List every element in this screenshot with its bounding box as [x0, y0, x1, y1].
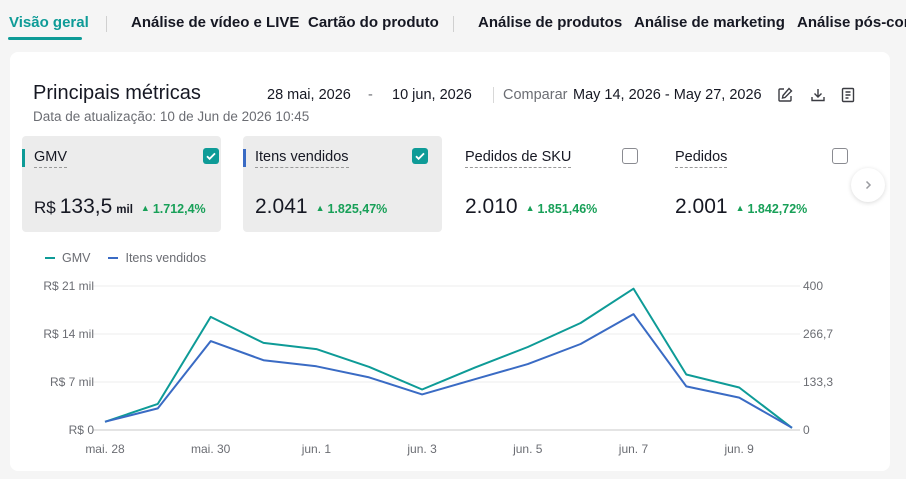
metric-tile-items-sold[interactable]: Itens vendidos 2.041 ▲ 1.825,47%: [243, 136, 442, 232]
x-tick-label: mai. 30: [191, 442, 231, 456]
series-line-gmv: [104, 287, 793, 429]
x-tick-label: jun. 3: [406, 442, 437, 456]
chart-legend: GMV Itens vendidos: [45, 251, 206, 265]
series-line-items-sold: [104, 313, 793, 429]
legend-label: Itens vendidos: [125, 251, 207, 265]
legend-label: GMV: [62, 251, 91, 265]
compare-date-range[interactable]: May 14, 2026 - May 27, 2026: [573, 87, 762, 103]
chevron-right-icon: [865, 180, 872, 190]
date-separator: -: [368, 87, 373, 103]
series-color-bar: [243, 149, 246, 167]
metric-value: R$ 133,5 mil ▲ 1.712,4%: [34, 195, 206, 218]
metric-tile-gmv[interactable]: GMV R$ 133,5 mil ▲ 1.712,4%: [22, 136, 221, 232]
x-tick-label: jun. 1: [301, 442, 332, 456]
y-right-tick-label: 400: [803, 279, 823, 293]
x-tick-label: jun. 7: [618, 442, 649, 456]
tab-post-analysis[interactable]: Análise pós-com: [797, 14, 906, 31]
divider: [493, 87, 494, 103]
metric-value: 2.010 ▲ 1.851,46%: [465, 195, 598, 218]
y-right-tick-label: 266,7: [803, 327, 833, 341]
metric-value: 2.041 ▲ 1.825,47%: [255, 195, 388, 218]
report-icon[interactable]: [839, 86, 857, 104]
metric-checkbox[interactable]: [412, 148, 428, 164]
page-title: Principais métricas: [33, 82, 201, 104]
metric-name: Itens vendidos: [255, 149, 349, 168]
edit-icon[interactable]: [776, 86, 794, 104]
metric-name: Pedidos de SKU: [465, 149, 572, 168]
metric-name: Pedidos: [675, 149, 728, 168]
tab-divider: [453, 16, 454, 32]
tab-marketing-analysis[interactable]: Análise de marketing: [634, 14, 785, 31]
metric-tile-sku-orders[interactable]: Pedidos de SKU 2.010 ▲ 1.851,46%: [465, 136, 664, 232]
line-chart: R$ 0 0 R$ 7 mil 133,3 R$ 14 mil 266,7 R$ 21 mi…: [43, 279, 833, 456]
y-right-tick-label: 0: [803, 423, 810, 437]
legend-swatch: [45, 257, 55, 259]
date-start[interactable]: 28 mai, 2026: [267, 87, 351, 103]
tab-product-card[interactable]: Cartão do produto: [308, 14, 439, 31]
download-icon[interactable]: [809, 86, 827, 104]
y-left-tick-label: R$ 14 mil: [43, 327, 94, 341]
x-tick-label: mai. 28: [85, 442, 125, 456]
metric-checkbox[interactable]: [622, 148, 638, 164]
tab-divider: [106, 16, 107, 32]
top-tabs: Visão geral Análise de vídeo e LIVE Cart…: [0, 0, 906, 42]
next-metrics-button[interactable]: [851, 168, 885, 202]
y-right-tick-label: 133,3: [803, 375, 833, 389]
legend-swatch: [108, 257, 119, 259]
metric-name: GMV: [34, 149, 68, 168]
y-left-tick-label: R$ 7 mil: [50, 375, 94, 389]
x-tick-label: jun. 5: [512, 442, 543, 456]
metric-checkbox[interactable]: [832, 148, 848, 164]
date-end[interactable]: 10 jun, 2026: [392, 87, 472, 103]
metric-tile-orders[interactable]: Pedidos 2.001 ▲ 1.842,72%: [675, 136, 874, 232]
legend-item-items-sold[interactable]: Itens vendidos: [108, 251, 206, 265]
y-left-tick-label: R$ 21 mil: [43, 279, 94, 293]
tab-video-live[interactable]: Análise de vídeo e LIVE: [131, 14, 300, 31]
y-left-tick-label: R$ 0: [69, 423, 95, 437]
compare-label: Comparar: [503, 87, 568, 103]
active-tab-indicator: [8, 37, 82, 40]
metric-checkbox[interactable]: [203, 148, 219, 164]
tab-overview[interactable]: Visão geral: [9, 14, 89, 31]
metric-value: 2.001 ▲ 1.842,72%: [675, 195, 808, 218]
legend-item-gmv[interactable]: GMV: [45, 251, 90, 265]
key-metrics-card: Principais métricas Data de atualização:…: [10, 52, 890, 471]
update-timestamp: Data de atualização: 10 de Jun de 2026 1…: [33, 109, 310, 124]
tab-product-analysis[interactable]: Análise de produtos: [478, 14, 623, 31]
x-tick-label: jun. 9: [723, 442, 754, 456]
series-color-bar: [22, 149, 25, 167]
